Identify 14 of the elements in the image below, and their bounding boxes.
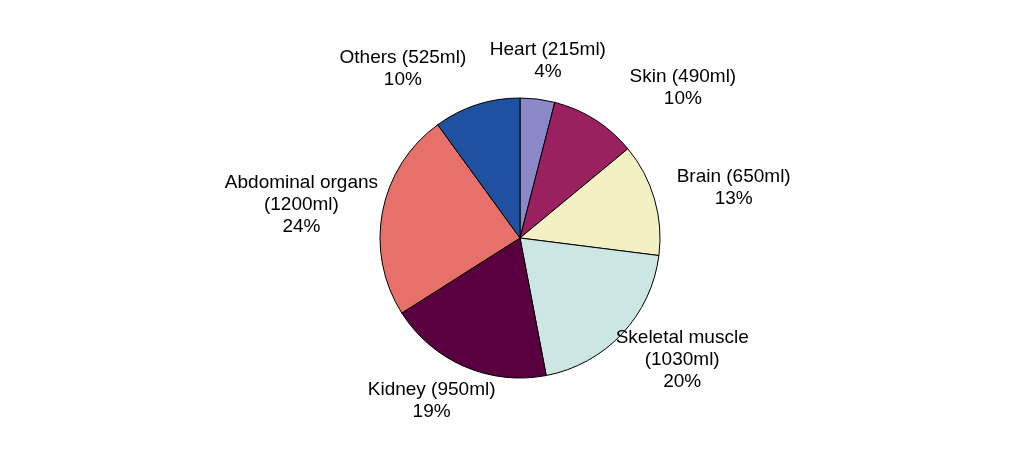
slice-label: Others (525ml) [339,45,467,67]
data-label: 20% [663,369,702,391]
slice-label: Brain (650ml) [676,165,791,187]
slice-label: Skeletal muscle (1030ml) [615,325,749,369]
slice-label: Abdominal organs (1200ml) [224,170,379,214]
data-label: 10% [383,67,422,89]
data-label: 4% [534,60,562,82]
slice-label: Skin (490ml) [629,64,737,86]
slice-label: Heart (215ml) [489,38,606,60]
data-label: 13% [714,187,753,209]
slice-label: Kidney (950ml) [367,378,496,400]
data-label: 24% [282,214,321,236]
data-label: 19% [412,400,451,422]
data-label: 10% [663,86,702,108]
